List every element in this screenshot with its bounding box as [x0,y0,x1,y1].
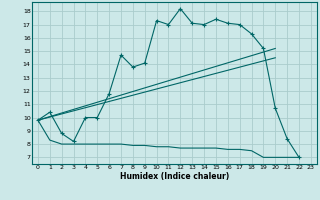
X-axis label: Humidex (Indice chaleur): Humidex (Indice chaleur) [120,172,229,181]
